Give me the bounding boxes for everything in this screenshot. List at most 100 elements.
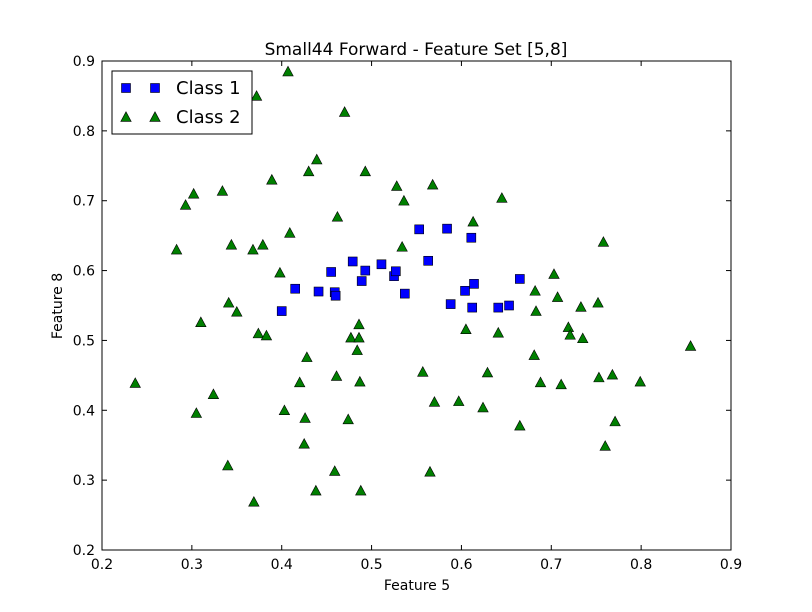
data-point bbox=[330, 370, 343, 381]
data-point bbox=[326, 267, 336, 277]
y-tick-label: 0.5 bbox=[73, 333, 95, 349]
data-point bbox=[347, 256, 358, 267]
data-point bbox=[222, 459, 234, 471]
data-point bbox=[575, 301, 587, 312]
data-point bbox=[634, 375, 646, 387]
data-point bbox=[222, 296, 235, 308]
data-point bbox=[534, 376, 547, 388]
data-point bbox=[492, 326, 504, 338]
data-point bbox=[391, 180, 403, 191]
legend-box bbox=[111, 70, 253, 135]
data-point bbox=[342, 413, 354, 425]
data-point bbox=[445, 299, 456, 309]
legend: Class 1 Class 2 bbox=[111, 70, 253, 135]
legend-label: Class 2 bbox=[176, 107, 241, 128]
data-point bbox=[460, 286, 470, 296]
x-tick-label: 0.5 bbox=[360, 557, 382, 573]
data-point bbox=[356, 276, 367, 286]
x-axis-label: Feature 5 bbox=[384, 578, 450, 594]
data-point bbox=[195, 316, 207, 327]
data-point bbox=[345, 331, 357, 343]
data-point bbox=[187, 187, 200, 199]
data-point bbox=[248, 495, 260, 507]
data-point bbox=[354, 375, 366, 387]
data-point bbox=[414, 224, 424, 235]
data-point bbox=[247, 243, 259, 255]
data-point bbox=[551, 291, 564, 302]
data-point bbox=[396, 240, 408, 252]
y-tick-label: 0.2 bbox=[73, 543, 95, 559]
data-point bbox=[190, 407, 203, 418]
data-point bbox=[496, 192, 508, 203]
x-tick-label: 0.9 bbox=[720, 557, 742, 573]
data-point bbox=[216, 185, 229, 196]
y-tick-label: 0.9 bbox=[73, 54, 95, 70]
data-point bbox=[597, 236, 610, 247]
legend-items: Class 1 Class 2 bbox=[120, 78, 241, 128]
data-point bbox=[529, 284, 541, 296]
data-point bbox=[225, 238, 238, 250]
y-tick-label: 0.3 bbox=[73, 473, 95, 489]
data-point bbox=[562, 321, 575, 332]
series-2 bbox=[129, 65, 697, 507]
data-point bbox=[282, 65, 294, 77]
data-point bbox=[467, 302, 478, 313]
data-point bbox=[278, 404, 291, 416]
data-point bbox=[293, 376, 306, 388]
data-point bbox=[274, 266, 286, 278]
data-point bbox=[376, 259, 387, 270]
data-point bbox=[428, 396, 441, 407]
data-point bbox=[453, 395, 465, 406]
x-tick-label: 0.6 bbox=[450, 557, 472, 573]
x-tick-label: 0.7 bbox=[540, 557, 562, 573]
data-point bbox=[353, 331, 365, 343]
x-tick-label: 0.3 bbox=[181, 557, 203, 573]
data-point bbox=[564, 329, 576, 340]
x-tick-label: 0.2 bbox=[91, 557, 113, 573]
data-point bbox=[460, 323, 472, 334]
data-point bbox=[331, 210, 344, 222]
x-tick-label: 0.8 bbox=[630, 557, 652, 573]
data-point bbox=[606, 368, 619, 380]
data-point bbox=[329, 465, 341, 476]
data-point bbox=[530, 305, 542, 316]
y-tick-label: 0.4 bbox=[73, 403, 95, 419]
data-point bbox=[400, 288, 410, 299]
y-tick-label: 0.6 bbox=[73, 264, 95, 280]
data-point bbox=[231, 305, 243, 317]
data-point bbox=[170, 243, 183, 255]
data-point bbox=[514, 419, 526, 431]
data-point bbox=[330, 290, 341, 301]
data-point bbox=[290, 283, 300, 294]
data-marks bbox=[129, 65, 697, 507]
plot-frame bbox=[101, 60, 732, 551]
series-1 bbox=[276, 223, 525, 316]
legend-marker bbox=[121, 83, 131, 93]
y-tick-label: 0.8 bbox=[73, 124, 95, 140]
data-point bbox=[360, 265, 371, 276]
data-point bbox=[359, 165, 371, 177]
data-point bbox=[467, 215, 479, 227]
data-point bbox=[493, 302, 504, 313]
data-point bbox=[353, 318, 365, 330]
data-point bbox=[577, 332, 589, 344]
data-point bbox=[260, 329, 273, 341]
data-point bbox=[593, 371, 605, 383]
legend-marker bbox=[150, 83, 160, 93]
legend-marker bbox=[120, 111, 132, 122]
legend-entry-2: Class 2 bbox=[120, 107, 241, 128]
data-point bbox=[423, 255, 433, 266]
data-point bbox=[276, 306, 287, 316]
x-tick-label: 0.4 bbox=[271, 557, 293, 573]
data-point bbox=[338, 106, 351, 117]
legend-label: Class 1 bbox=[176, 78, 241, 99]
data-point bbox=[351, 344, 363, 355]
data-point bbox=[298, 437, 310, 449]
data-point bbox=[301, 351, 313, 362]
data-point bbox=[313, 286, 324, 297]
data-point bbox=[528, 349, 540, 360]
data-point bbox=[417, 366, 429, 377]
data-point bbox=[302, 165, 315, 177]
data-point bbox=[129, 377, 141, 388]
